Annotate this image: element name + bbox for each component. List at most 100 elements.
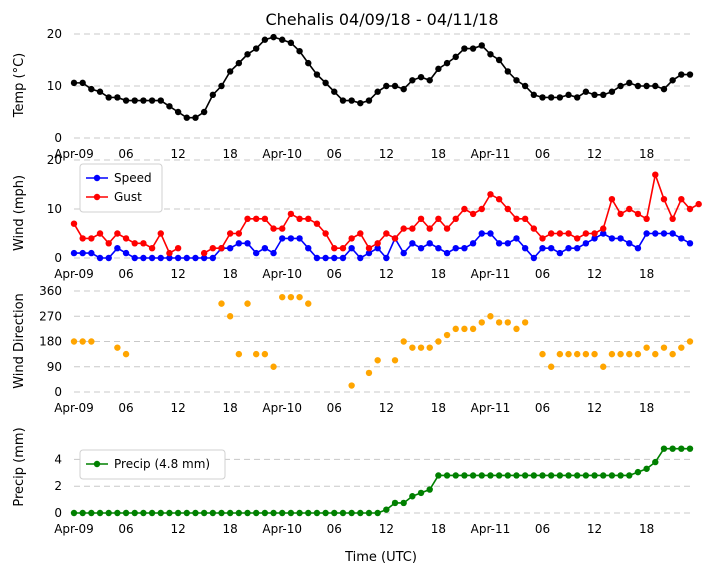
- direction-data-point: [305, 300, 312, 307]
- direction-ytick-label: 270: [39, 309, 62, 323]
- wind-xtick-label: 18: [223, 267, 238, 281]
- wind-data-point: [617, 235, 624, 242]
- wind-data-point: [409, 240, 416, 247]
- direction-data-point: [235, 350, 243, 358]
- direction-data-point: [417, 344, 425, 351]
- wind-data-point: [695, 200, 702, 208]
- direction-ytick-label: 180: [39, 335, 62, 349]
- temp-data-point: [348, 97, 355, 104]
- wind-data-point: [331, 245, 338, 252]
- wind-data-point: [96, 254, 104, 262]
- wind-data-point: [374, 240, 381, 247]
- temp-data-point: [157, 97, 164, 104]
- direction-data-point: [634, 350, 642, 358]
- wind-data-point: [626, 240, 633, 247]
- direction-data-point: [478, 319, 485, 326]
- temp-data-point: [591, 91, 598, 99]
- temp-xtick-label: 18: [431, 147, 446, 161]
- wind-data-point: [634, 210, 642, 218]
- direction-ylabel: Wind Direction: [12, 293, 27, 389]
- wind-ytick-label: 10: [47, 202, 62, 216]
- precip-data-point: [400, 499, 407, 507]
- precip-data-point: [235, 509, 243, 517]
- wind-data-point: [495, 196, 503, 203]
- precip-legend: [79, 449, 226, 480]
- wind-data-point: [114, 245, 121, 252]
- precip-data-point: [348, 509, 355, 517]
- direction-xtick-label: 18: [223, 401, 238, 415]
- precip-data-point: [166, 509, 173, 517]
- precip-data-point: [105, 509, 112, 517]
- wind-ytick-label: 0: [54, 251, 62, 265]
- precip-data-point: [678, 445, 685, 452]
- precip-data-point: [88, 509, 95, 517]
- temp-panel: 0 10 20 Apr-09 06 12 18 Apr-10 06 12 18 Apr-11 06 12 1…: [12, 27, 694, 161]
- direction-data-point: [591, 350, 598, 358]
- wind-data-point: [530, 254, 538, 262]
- direction-data-point: [521, 319, 529, 326]
- wind-legend-label: Speed: [114, 171, 152, 185]
- wind-data-point: [166, 249, 173, 257]
- direction-data-point: [218, 300, 225, 307]
- direction-xtick-label: Apr-10: [262, 401, 302, 415]
- direction-ytick-label: 90: [47, 360, 62, 374]
- precip-xtick-label: 06: [327, 522, 342, 536]
- wind-data-point: [70, 220, 78, 227]
- wind-xtick-label: 12: [379, 267, 394, 281]
- temp-data-point: [374, 88, 381, 95]
- precip-data-point: [391, 499, 399, 507]
- wind-data-point: [686, 240, 694, 247]
- temp-data-point: [478, 42, 485, 49]
- wind-data-point: [200, 249, 208, 257]
- wind-data-point: [226, 230, 234, 237]
- precip-data-point: [600, 472, 607, 479]
- precip-data-point: [461, 472, 468, 479]
- precip-data-point: [244, 509, 251, 517]
- direction-data-point: [122, 350, 130, 358]
- direction-data-point: [669, 350, 676, 358]
- precip-data-point: [226, 509, 234, 517]
- wind-xtick-label: Apr-10: [262, 267, 302, 281]
- temp-data-point: [339, 97, 347, 104]
- precip-data-point: [426, 486, 433, 493]
- wind-data-point: [461, 205, 468, 213]
- wind-xtick-label: 18: [639, 267, 654, 281]
- precip-data-point: [660, 445, 668, 452]
- wind-data-point: [70, 249, 78, 257]
- wind-data-point: [270, 249, 277, 257]
- precip-data-point: [652, 458, 659, 466]
- wind-data-point: [261, 245, 269, 252]
- temp-ytick-label: 20: [47, 27, 62, 41]
- wind-data-point: [478, 205, 485, 213]
- wind-xtick-label: 12: [587, 267, 602, 281]
- direction-panel: 0 90 180 270 360 Apr-09 06 12 18 Apr-10 06 12 18 Apr-…: [12, 284, 694, 415]
- wind-data-point: [339, 245, 347, 252]
- wind-data-point: [383, 254, 390, 262]
- temp-data-point: [331, 88, 338, 95]
- wind-data-point: [400, 225, 407, 232]
- precip-legend-marker: [93, 460, 101, 468]
- wind-ylabel: Wind (mph): [12, 175, 27, 251]
- wind-data-point: [183, 254, 190, 262]
- wind-data-point: [591, 230, 598, 237]
- temp-data-point: [122, 97, 130, 104]
- wind-data-point: [643, 230, 650, 237]
- precip-data-point: [305, 509, 312, 517]
- precip-data-point: [409, 493, 416, 500]
- temp-data-point: [218, 82, 225, 90]
- wind-data-point: [487, 191, 494, 198]
- wind-data-point: [443, 225, 451, 232]
- precip-data-point: [339, 509, 347, 517]
- wind-data-point: [556, 249, 564, 257]
- wind-data-point: [565, 230, 572, 237]
- precip-data-point: [435, 472, 442, 479]
- precip-data-point: [218, 509, 225, 517]
- wind-data-point: [114, 230, 121, 237]
- direction-data-point: [678, 344, 685, 351]
- temp-data-point: [252, 45, 260, 52]
- precip-data-point: [626, 472, 633, 479]
- direction-data-point: [469, 325, 477, 333]
- precip-legend-label: Precip (4.8 mm): [114, 457, 210, 471]
- wind-data-point: [96, 230, 104, 237]
- wind-legend-label: Gust: [114, 190, 142, 204]
